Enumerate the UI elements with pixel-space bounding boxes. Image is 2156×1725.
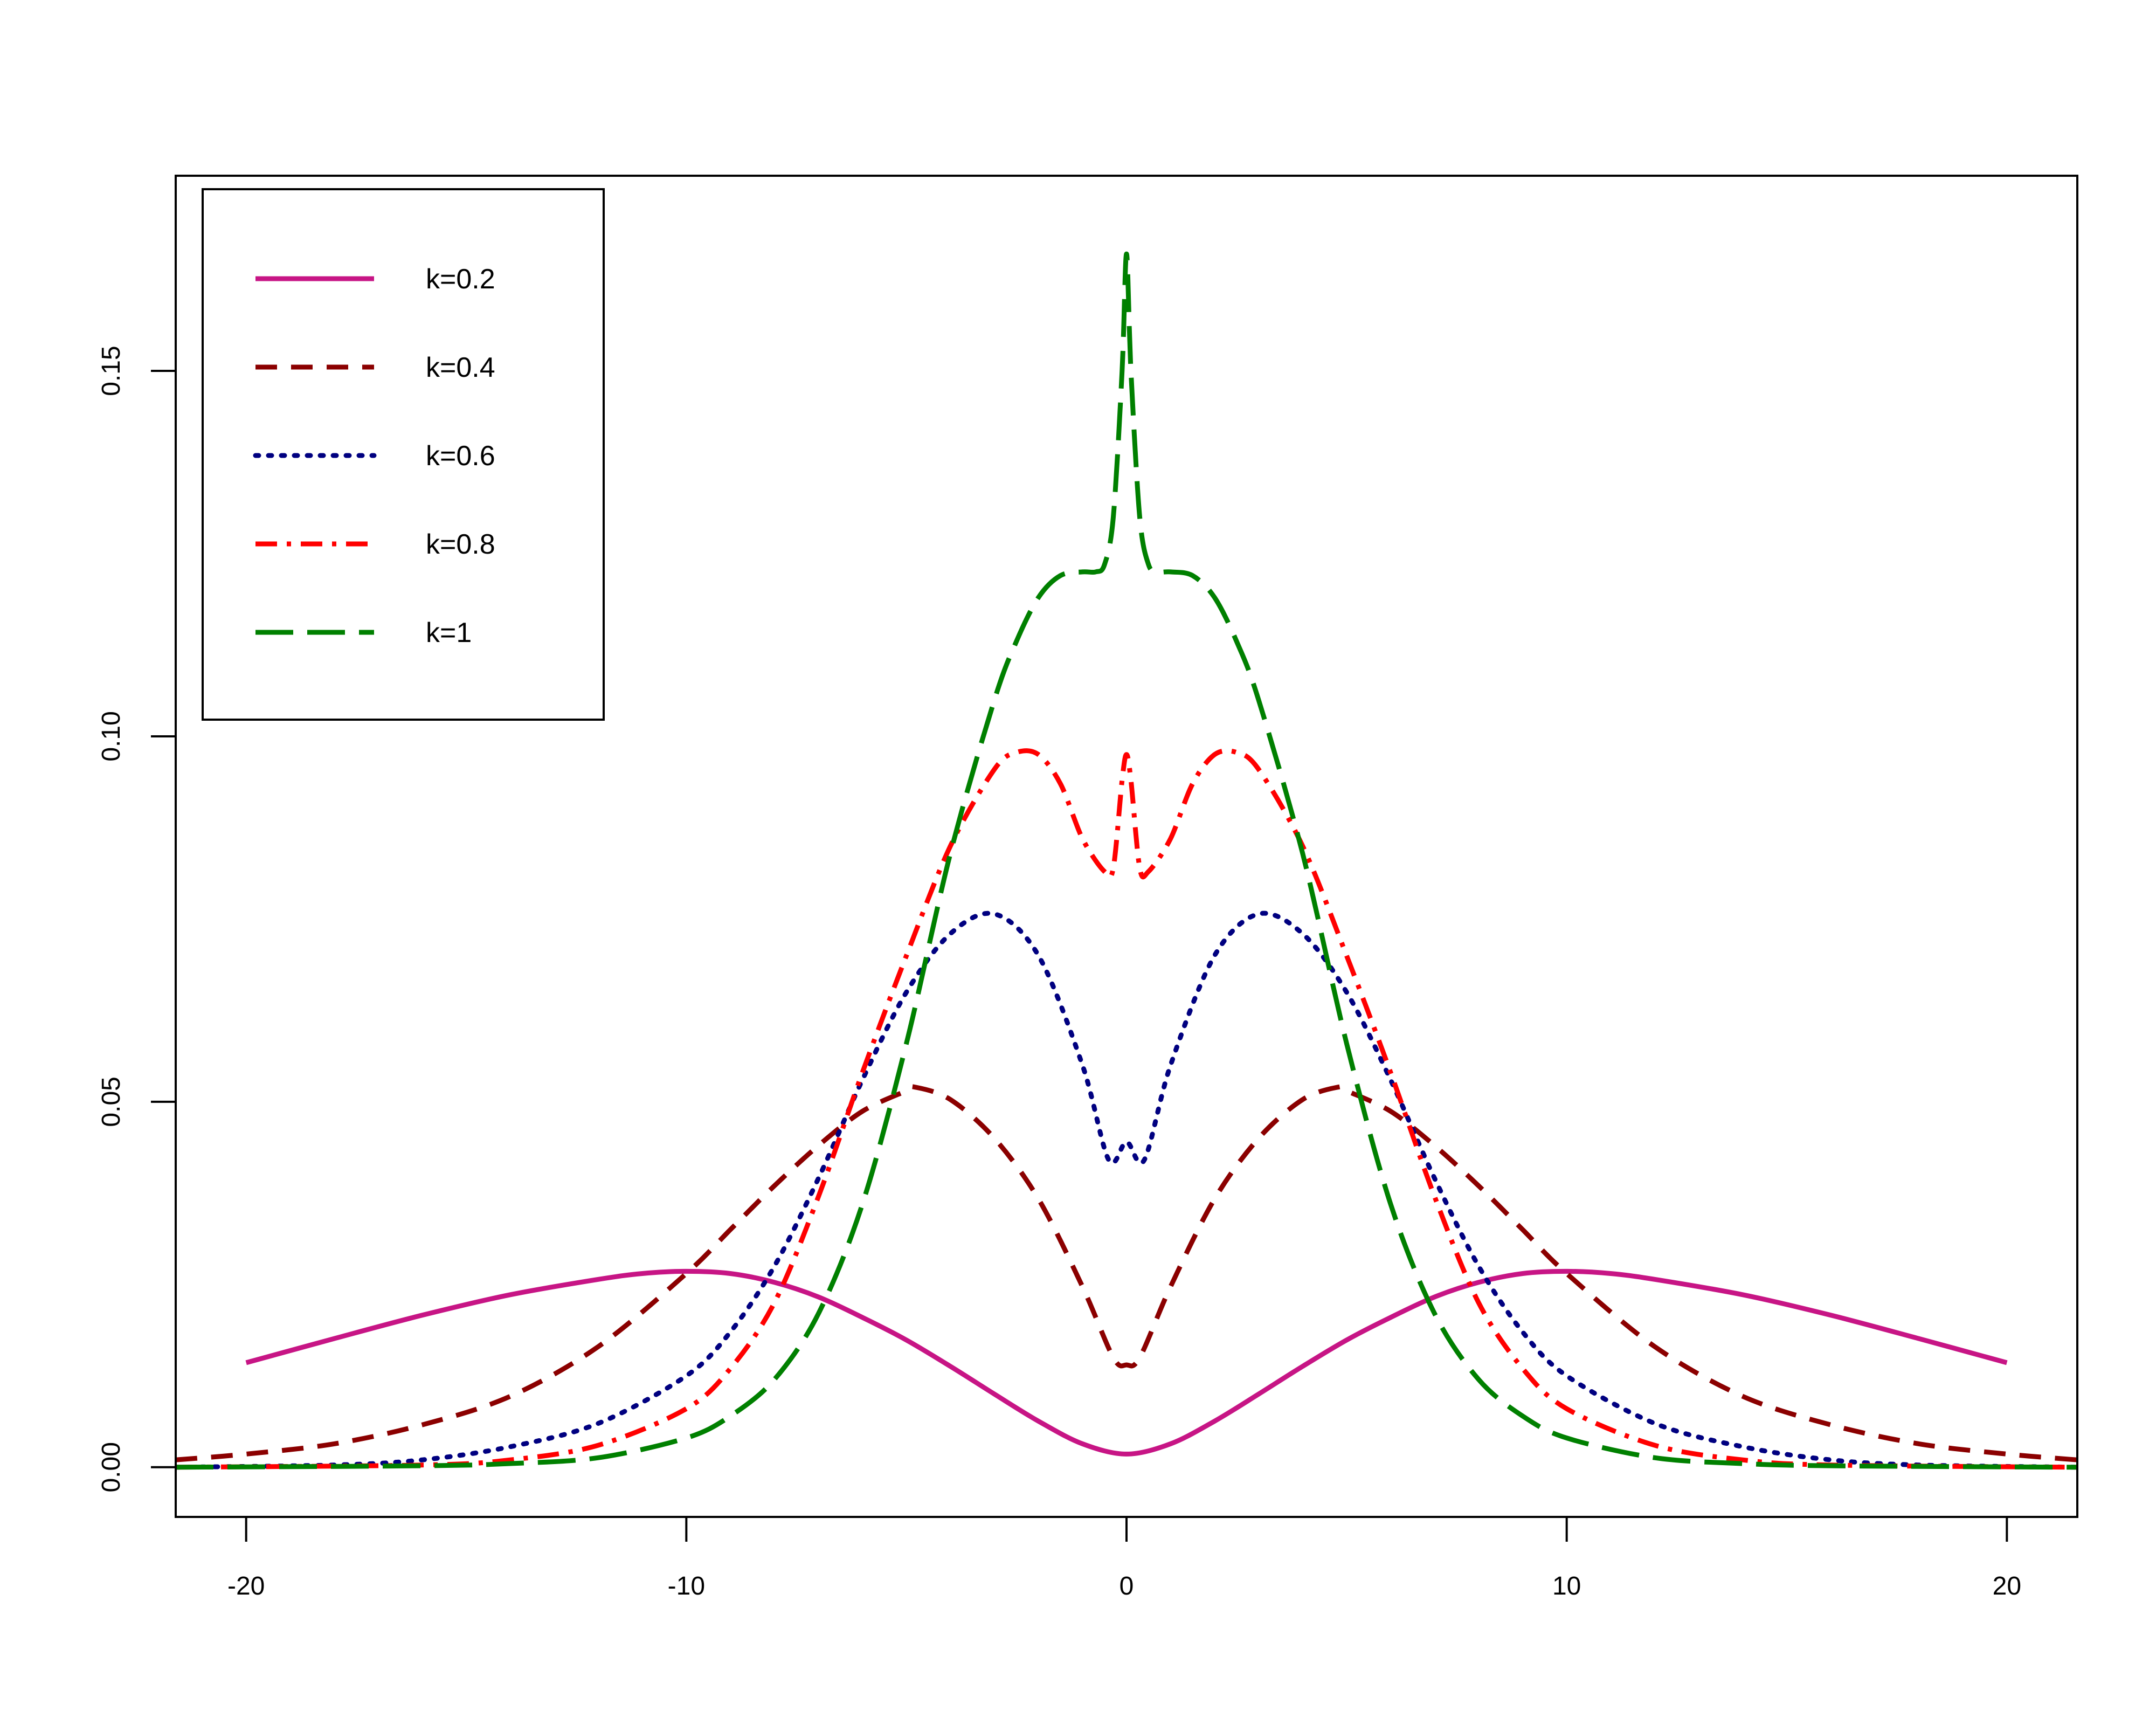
series-line-2 [176,1084,2077,1462]
y-tick-label: 0.10 [97,711,126,761]
legend-label: k=1 [426,617,472,648]
legend-label: k=0.2 [426,264,495,295]
x-tick-label: 0 [1120,1572,1134,1600]
x-tick-label: -10 [668,1572,705,1600]
y-tick-label: 0.00 [97,1442,126,1492]
legend-box [202,188,605,721]
y-tick-label: 0.15 [97,346,126,396]
axes-layer: -20 -10 0 10 20 0.00 0.05 0.10 0.15 [97,175,2078,1600]
x-tick-label: 20 [1993,1572,2021,1600]
series-line-4 [176,748,2077,1470]
series-line-5 [176,251,2077,1470]
series-line-1 [245,1268,2008,1457]
legend-label: k=0.6 [426,440,495,472]
legend: k=0.2 k=0.4 k=0.6 k=0.8 k=1 [202,188,605,721]
x-tick-label: 10 [1552,1572,1581,1600]
legend-label: k=0.4 [426,352,495,383]
series-layer [176,251,2077,1470]
x-tick-label: -20 [227,1572,265,1600]
legend-label: k=0.8 [426,529,495,560]
y-tick-label: 0.05 [97,1077,126,1127]
